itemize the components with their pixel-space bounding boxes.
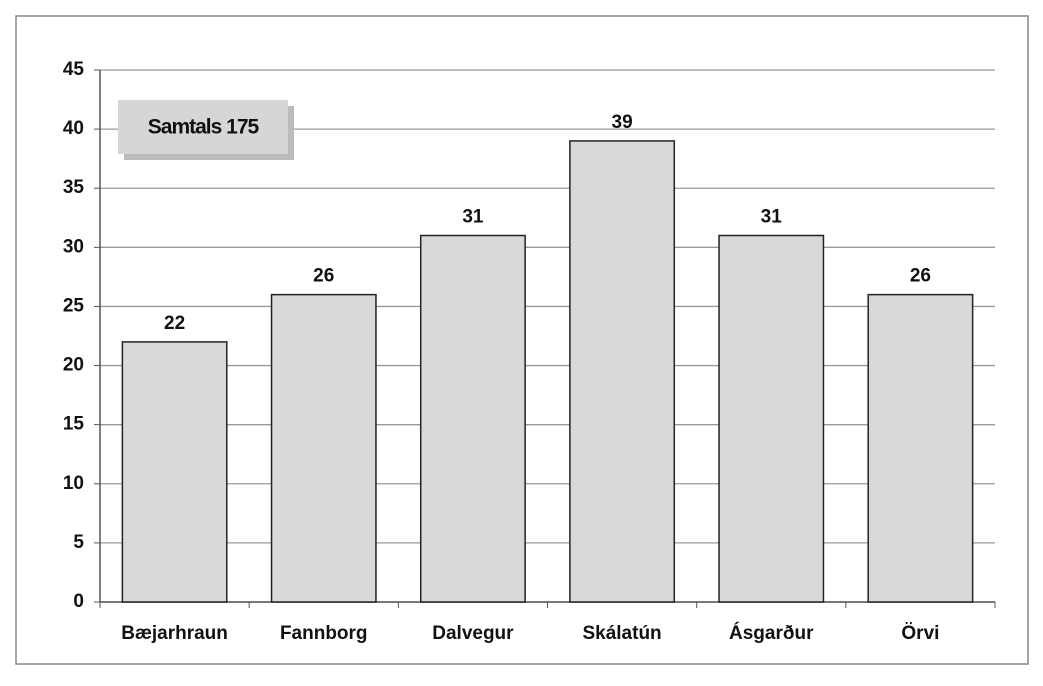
x-tick-label: Skálatún: [582, 623, 661, 644]
bar: [121, 341, 228, 603]
y-tick-label: 40: [63, 118, 84, 139]
y-tick-label: 30: [63, 236, 84, 257]
x-tick-label: Ásgarður: [729, 622, 814, 644]
grid: [94, 69, 996, 608]
value-label: 31: [462, 207, 484, 228]
y-tick-label: 5: [73, 532, 84, 553]
y-tick-label: 15: [63, 414, 85, 435]
x-tick-label: Fannborg: [280, 623, 368, 644]
value-label: 39: [612, 112, 633, 133]
value-label: 26: [313, 266, 334, 287]
value-label: 22: [164, 313, 185, 334]
y-tick-label: 0: [73, 591, 84, 612]
y-tick-label: 25: [63, 295, 85, 316]
bar: [569, 140, 676, 603]
y-tick-label: 20: [63, 355, 84, 376]
value-label: 26: [910, 266, 931, 287]
y-tick-label: 45: [63, 59, 85, 80]
bar: [867, 293, 974, 603]
y-tick-label: 35: [63, 177, 85, 198]
x-tick-label: Bæjarhraun: [121, 623, 228, 644]
x-tick-label: Örvi: [901, 623, 939, 644]
bars: [121, 140, 974, 603]
annotation-box: [118, 100, 288, 154]
value-label: 31: [761, 207, 783, 228]
x-tick-label: Dalvegur: [432, 623, 514, 644]
bar: [419, 234, 526, 603]
y-tick-label: 10: [63, 473, 84, 494]
bar: [270, 293, 377, 603]
bar: [718, 234, 825, 603]
annotation: Samtals 175: [148, 116, 260, 139]
